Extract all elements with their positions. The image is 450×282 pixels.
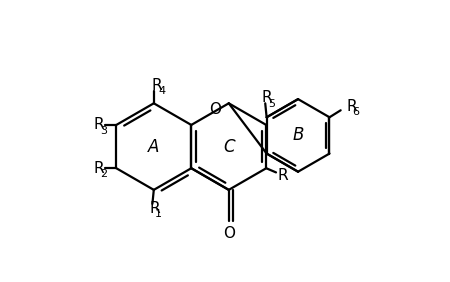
- Text: 3: 3: [100, 126, 107, 136]
- Text: A: A: [148, 138, 159, 156]
- Text: R: R: [262, 90, 273, 105]
- Text: R: R: [278, 168, 288, 183]
- Text: C: C: [223, 138, 234, 156]
- Text: 1: 1: [155, 209, 162, 219]
- Text: R: R: [149, 201, 160, 215]
- Text: R: R: [94, 117, 104, 133]
- Text: 5: 5: [268, 99, 275, 109]
- Text: 6: 6: [352, 107, 360, 117]
- Text: 2: 2: [100, 169, 107, 179]
- Text: 4: 4: [158, 86, 165, 96]
- Text: R: R: [152, 78, 162, 93]
- Text: O: O: [209, 102, 221, 117]
- Text: R: R: [346, 99, 357, 114]
- Text: O: O: [223, 226, 235, 241]
- Text: R: R: [94, 161, 104, 176]
- Text: B: B: [292, 126, 304, 144]
